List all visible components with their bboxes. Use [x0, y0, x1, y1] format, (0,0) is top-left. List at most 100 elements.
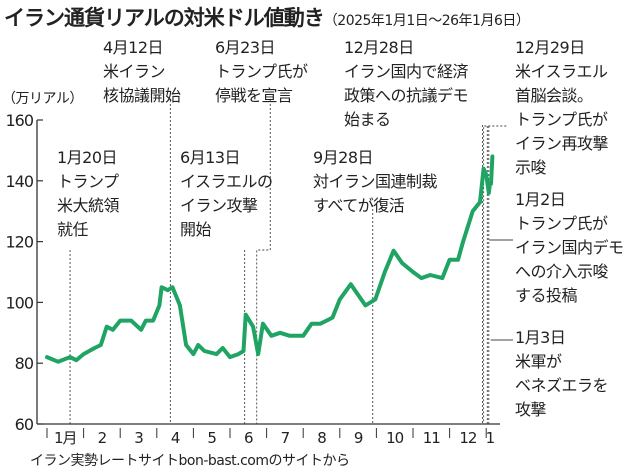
- event-text: 示唆: [515, 158, 547, 177]
- data-point: [440, 276, 444, 280]
- data-point: [166, 288, 170, 292]
- data-point: [363, 303, 368, 308]
- event-text: トランプ氏が: [515, 214, 608, 233]
- data-point: [170, 285, 175, 289]
- source-note: イラン実勢レートサイトbon-bast.comのサイトから: [30, 453, 350, 469]
- event-text: イラン攻撃: [180, 196, 258, 215]
- event-label-dec28: 12月28日 イラン国内で経済 政策への抗議デモ 始まる: [344, 36, 469, 132]
- data-point: [144, 319, 148, 323]
- data-point: [419, 276, 424, 280]
- data-point: [74, 358, 78, 362]
- data-point: [392, 249, 396, 253]
- chart-subtitle: （2025年1月1日〜26年1月6日）: [323, 13, 530, 29]
- x-tick-label: 11: [423, 429, 441, 447]
- event-text: イラン国内で経済: [344, 62, 469, 81]
- data-point: [129, 319, 133, 323]
- event-text: 停戦を宣言: [215, 86, 293, 105]
- event-text: 首脳会談。: [515, 86, 593, 105]
- x-tick-label: 3: [134, 429, 143, 447]
- data-point: [221, 346, 225, 350]
- event-text: する投稿: [515, 286, 578, 305]
- event-text: イスラエルの: [180, 172, 273, 191]
- event-leader-line: [483, 125, 507, 424]
- data-point: [196, 343, 200, 347]
- data-point: [278, 331, 282, 335]
- event-text: 米軍が: [515, 352, 562, 371]
- data-point: [111, 328, 115, 332]
- data-point: [489, 182, 493, 186]
- event-text: 対イラン国連制裁: [313, 172, 438, 191]
- event-date: 1月3日: [515, 328, 566, 347]
- event-text: イラン再攻撃: [515, 134, 609, 153]
- data-point: [139, 328, 143, 332]
- event-label-jan3: 1月3日 米軍が ベネズエラを 攻撃: [515, 326, 609, 422]
- data-point: [355, 291, 359, 295]
- data-point: [349, 282, 353, 286]
- data-point: [236, 352, 241, 356]
- event-label-apr12: 4月12日 米イラン 核協議開始: [103, 36, 181, 108]
- event-label-jun23: 6月23日 トランプ氏が 停戦を宣言: [215, 36, 308, 108]
- event-label-jun13: 6月13日 イスラエルの イラン攻撃 開始: [180, 146, 273, 242]
- y-tick-label: 140: [5, 172, 33, 191]
- data-point: [301, 334, 305, 338]
- data-point: [490, 154, 495, 159]
- x-tick-label: 1月: [54, 429, 77, 447]
- event-text: 攻撃: [515, 400, 547, 419]
- data-point: [228, 355, 232, 359]
- data-point: [448, 258, 452, 262]
- event-label-jan2: 1月2日 トランプ氏が イラン国内デモ への介入示唆 する投稿: [515, 188, 624, 308]
- data-point: [484, 173, 488, 177]
- x-tick-label: 1: [486, 429, 495, 447]
- y-tick-label: 80: [15, 354, 34, 373]
- event-text: 政策への抗議デモ: [344, 86, 469, 105]
- data-point: [330, 316, 335, 320]
- data-point: [487, 191, 491, 195]
- x-tick-label: 4: [171, 429, 180, 447]
- data-point: [318, 322, 323, 326]
- y-axis-unit-label: （万リアル）: [2, 91, 83, 107]
- series-line-rial-usd: [45, 154, 495, 364]
- event-text: 就任: [57, 220, 89, 239]
- event-text: トランプ氏が: [515, 110, 608, 129]
- data-point: [99, 343, 103, 347]
- event-date: 9月28日: [313, 148, 374, 167]
- x-tick-label: 6: [244, 429, 253, 447]
- event-text: 開始: [180, 220, 212, 239]
- x-tick-label: 10: [386, 429, 404, 447]
- data-point: [261, 322, 265, 326]
- data-point: [241, 349, 246, 353]
- data-point: [373, 297, 377, 301]
- y-tick-label: 100: [5, 293, 33, 312]
- x-tick-label: 9: [354, 429, 363, 447]
- data-point: [105, 325, 109, 329]
- data-point: [56, 360, 60, 364]
- chart-title-block: イラン通貨リアルの対米ドル値動き（2025年1月1日〜26年1月6日）: [4, 2, 530, 32]
- data-point: [178, 303, 182, 308]
- x-tick-label: 5: [207, 429, 216, 447]
- event-text: すべてが復活: [313, 196, 405, 215]
- event-text: 米イスラエル: [515, 62, 608, 81]
- chart-title: イラン通貨リアルの対米ドル値動き: [4, 6, 325, 30]
- data-point: [256, 352, 260, 356]
- event-date: 4月12日: [103, 38, 164, 57]
- x-tick-label: 2: [98, 429, 107, 447]
- event-text: トランプ氏が: [215, 62, 308, 81]
- data-point: [269, 334, 273, 338]
- x-tick-label: 8: [317, 429, 326, 447]
- data-point: [214, 352, 219, 356]
- y-tick-label: 60: [15, 415, 34, 434]
- data-point: [159, 285, 164, 289]
- data-point: [244, 312, 248, 317]
- event-label-jan20: 1月20日 トランプ 米大統領 就任: [57, 146, 120, 242]
- y-tick-label: 120: [5, 233, 33, 252]
- data-point: [471, 209, 475, 213]
- data-point: [288, 334, 292, 338]
- event-label-dec29: 12月29日 米イスラエル 首脳会談。 トランプ氏が イラン再攻撃 示唆: [515, 36, 609, 180]
- data-point: [251, 325, 255, 329]
- data-point: [191, 352, 195, 356]
- data-point: [157, 303, 161, 308]
- event-date: 1月2日: [515, 190, 566, 209]
- event-text: 米大統領: [57, 196, 120, 215]
- data-point: [428, 273, 432, 277]
- data-point: [92, 346, 97, 350]
